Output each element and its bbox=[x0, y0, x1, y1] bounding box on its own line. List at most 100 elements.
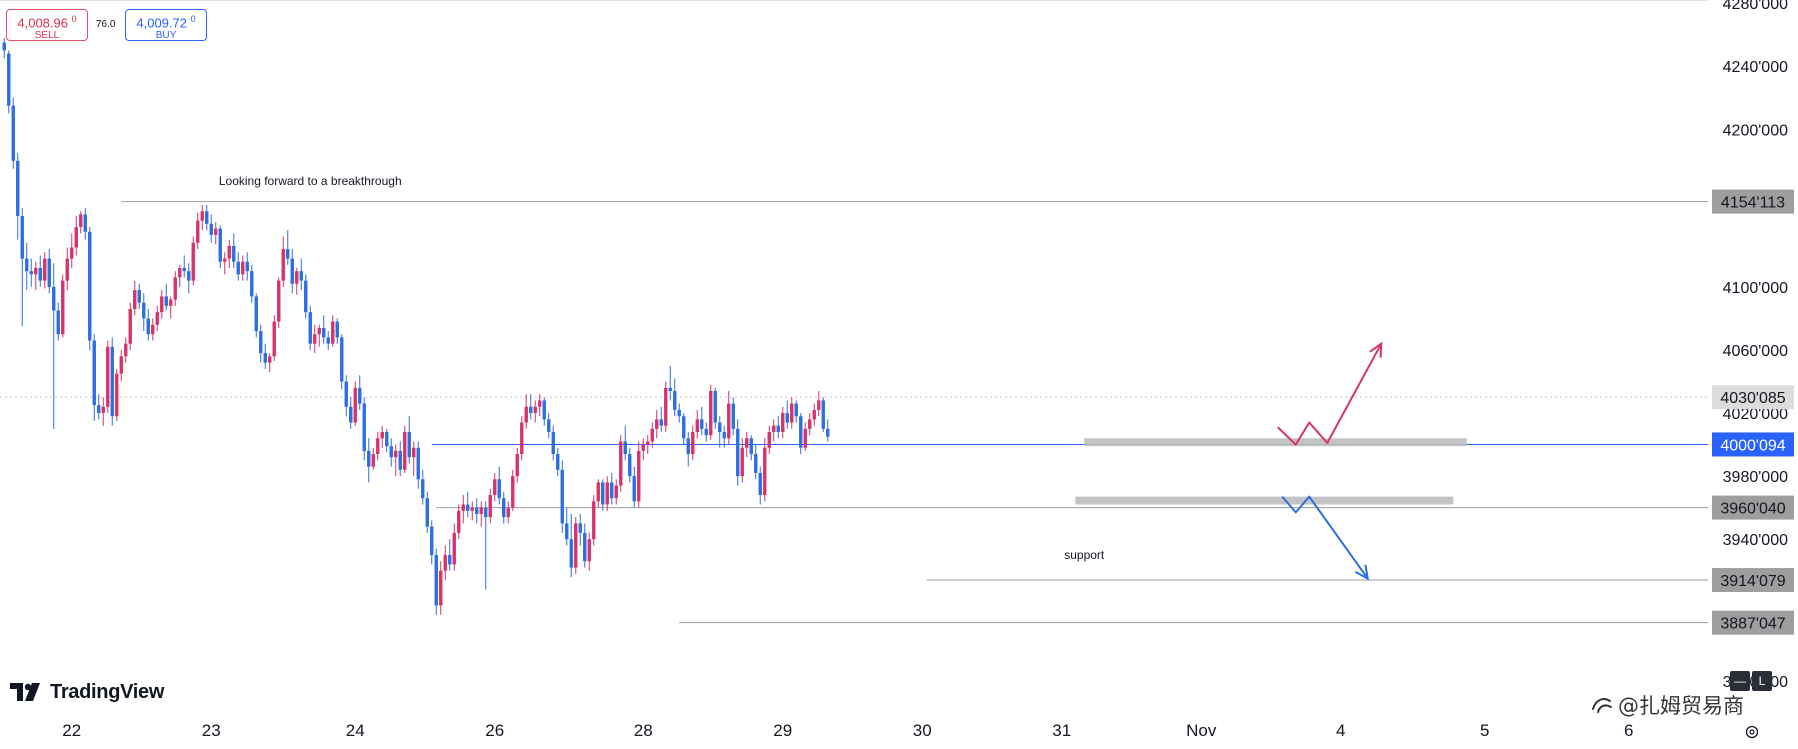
projection-up-arrow[interactable] bbox=[1277, 343, 1383, 446]
y-tick-label: 4240'000 bbox=[1723, 59, 1788, 76]
candle-down bbox=[110, 346, 114, 417]
candle-up bbox=[664, 387, 668, 426]
candle-down bbox=[484, 507, 488, 518]
candle-down bbox=[565, 523, 569, 540]
sell-button[interactable]: 4,008.96 0 SELL bbox=[6, 9, 88, 41]
sell-price: 4,008.96 0 bbox=[17, 14, 77, 31]
candle-up bbox=[637, 450, 641, 502]
candle-down bbox=[682, 416, 686, 439]
candle-up bbox=[646, 441, 650, 445]
candle-up bbox=[461, 504, 465, 511]
candle-up bbox=[169, 299, 173, 306]
candle-up bbox=[70, 247, 74, 259]
candle-up bbox=[380, 431, 384, 439]
candle-down bbox=[785, 413, 789, 423]
candle-down bbox=[776, 425, 780, 432]
horizontal-levels[interactable] bbox=[0, 201, 1708, 624]
candle-up bbox=[772, 425, 776, 432]
candle-down bbox=[164, 296, 168, 306]
candle-down bbox=[304, 280, 308, 313]
candle-down bbox=[92, 340, 96, 406]
price-tag-label: 4154'113 bbox=[1721, 195, 1785, 212]
zone-rect[interactable] bbox=[1084, 438, 1467, 447]
annotations: Looking forward to a breakthrough support bbox=[219, 174, 1105, 562]
candle-down bbox=[659, 419, 663, 426]
candle-up bbox=[457, 510, 461, 533]
candle-up bbox=[803, 428, 807, 448]
buy-button[interactable]: 4,009.72 0 BUY bbox=[125, 9, 207, 41]
candle-up bbox=[101, 406, 105, 414]
support-annotation: support bbox=[1064, 548, 1105, 562]
candle-up bbox=[691, 431, 695, 455]
zones[interactable] bbox=[1075, 438, 1467, 505]
candle-down bbox=[182, 268, 186, 272]
candle-down bbox=[731, 403, 735, 429]
x-tick-label: Nov bbox=[1186, 721, 1217, 740]
candle-up bbox=[745, 438, 749, 448]
log-scale-button[interactable]: L bbox=[1752, 671, 1772, 691]
candle-up bbox=[371, 454, 375, 467]
candle-down bbox=[142, 302, 146, 319]
candle-up bbox=[808, 419, 812, 429]
candle-down bbox=[718, 422, 722, 432]
candle-down bbox=[25, 258, 29, 272]
candle-up bbox=[61, 280, 65, 335]
candle-down bbox=[425, 498, 429, 527]
candle-down bbox=[560, 469, 564, 524]
candle-up bbox=[695, 419, 699, 432]
tradingview-logo[interactable]: TradingView bbox=[10, 680, 164, 704]
candle-up bbox=[709, 390, 713, 436]
candle-up bbox=[655, 419, 659, 429]
candle-down bbox=[623, 441, 627, 455]
x-tick-label: 24 bbox=[346, 721, 365, 740]
tradingview-logo-text: TradingView bbox=[50, 680, 165, 703]
candle-down bbox=[430, 526, 434, 555]
candle-up bbox=[619, 441, 623, 486]
candlestick-series bbox=[2, 37, 830, 615]
projection-down-arrow[interactable] bbox=[1281, 495, 1369, 580]
candle-up bbox=[295, 271, 299, 284]
candle-up bbox=[151, 324, 155, 335]
x-tick-label: 23 bbox=[202, 721, 221, 740]
scale-mode-button[interactable]: — bbox=[1730, 671, 1750, 691]
buy-price: 4,009.72 0 bbox=[136, 14, 196, 31]
spread-value: 76.0 bbox=[96, 19, 116, 30]
candle-down bbox=[290, 258, 294, 284]
candle-down bbox=[398, 450, 402, 470]
candle-down bbox=[758, 472, 762, 496]
price-tag-label: 4030'085 bbox=[1720, 390, 1785, 407]
candle-up bbox=[641, 444, 645, 451]
candle-down bbox=[326, 337, 330, 344]
tradingview-logo-icon bbox=[10, 683, 40, 701]
candle-up bbox=[812, 409, 816, 420]
candle-up bbox=[331, 321, 335, 344]
candle-down bbox=[340, 337, 344, 382]
candle-down bbox=[754, 454, 758, 473]
candle-up bbox=[281, 249, 285, 281]
candle-up bbox=[214, 228, 218, 235]
candle-down bbox=[259, 331, 263, 354]
settings-icon[interactable] bbox=[1744, 724, 1760, 740]
projection-arrows[interactable] bbox=[1277, 341, 1383, 581]
candle-up bbox=[479, 507, 483, 514]
price-tags: 4154'113 4030'085 4000'094 3960'040 3914'079… bbox=[1712, 189, 1794, 635]
x-tick-label: 22 bbox=[62, 721, 81, 740]
y-tick-label: 3980'000 bbox=[1723, 469, 1788, 486]
candle-down bbox=[628, 454, 632, 477]
candle-down bbox=[322, 327, 326, 338]
x-tick-label: 30 bbox=[913, 721, 932, 740]
candle-up bbox=[124, 343, 128, 357]
x-tick-label: 31 bbox=[1052, 721, 1071, 740]
projection-up-arrow-head bbox=[1369, 341, 1383, 358]
y-tick-label: 4020'000 bbox=[1723, 406, 1788, 423]
candle-down bbox=[29, 271, 33, 275]
y-tick-label: 4100'000 bbox=[1723, 280, 1788, 297]
candle-up bbox=[596, 482, 600, 502]
candle-up bbox=[268, 356, 272, 363]
x-tick-label: 6 bbox=[1624, 721, 1633, 740]
zone-rect[interactable] bbox=[1075, 496, 1454, 505]
time-axis[interactable]: 22 23 24 26 28 29 30 31 Nov 4 5 6 bbox=[62, 721, 1633, 740]
